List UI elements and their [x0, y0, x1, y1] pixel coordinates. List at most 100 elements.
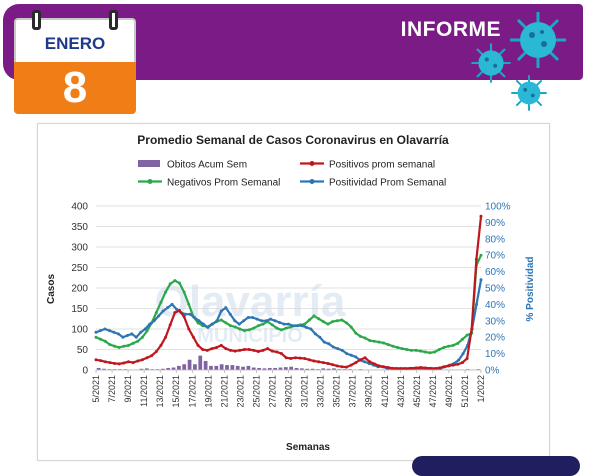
negativos-point: [405, 348, 408, 351]
x-tick-label: 47/2021: [428, 375, 438, 408]
negativos-point: [136, 340, 139, 343]
covid-chart: Olavarría MUNICIPIO Promedio Semanal de …: [38, 124, 549, 460]
positividad-point: [99, 329, 102, 332]
positividad-point: [341, 349, 344, 352]
virus-icon: [470, 42, 512, 84]
positivos-point: [252, 349, 255, 352]
positivos-point: [183, 315, 186, 318]
positivos-point: [122, 362, 125, 365]
x-tick-label: 21/2021: [219, 375, 229, 408]
positividad-point: [144, 328, 147, 331]
negativos-point: [183, 291, 186, 294]
footer-pill: [412, 456, 580, 476]
positividad-point: [157, 314, 160, 317]
positivos-point: [280, 352, 283, 355]
obitos-bar: [230, 365, 234, 370]
negativos-point: [364, 337, 367, 340]
obitos-bar: [193, 364, 197, 370]
positividad-point: [265, 319, 268, 322]
positivos-point: [159, 344, 162, 347]
negativos-point: [322, 320, 325, 323]
negativos-point: [95, 336, 98, 339]
y-tick-label: 200: [71, 284, 88, 295]
positivos-point: [452, 364, 455, 367]
positivos-point: [317, 360, 320, 363]
positividad-point: [238, 323, 241, 326]
positividad-point: [305, 326, 308, 329]
legend-label-positivos: Positivos prom semanal: [329, 160, 435, 171]
positivos-point: [146, 356, 149, 359]
legend-marker-positivos: [310, 161, 315, 166]
negativos-point: [104, 340, 107, 343]
negativos-point: [461, 338, 464, 341]
x-tick-label: 23/2021: [235, 375, 245, 408]
negativos-point: [354, 332, 357, 335]
positivos-point: [164, 336, 167, 339]
negativos-point: [410, 349, 413, 352]
positivos-point: [442, 365, 445, 368]
y-axis-right: 0%10%20%30%40%50%60%70%80%90%100%: [485, 202, 511, 377]
y2-tick-label: 80%: [485, 234, 505, 245]
negativos-point: [122, 345, 125, 348]
negativos-point: [433, 350, 436, 353]
x-tick-label: 9/2021: [123, 375, 133, 403]
positivos-point: [373, 362, 376, 365]
y2-tick-label: 20%: [485, 333, 505, 344]
positivos-point: [424, 366, 427, 369]
positividad-point: [215, 319, 218, 322]
legend-marker-negativos: [148, 179, 153, 184]
negativos-point: [401, 347, 404, 350]
x-tick-label: 15/2021: [171, 375, 181, 408]
y2-tick-label: 90%: [485, 218, 505, 229]
positividad-point: [171, 303, 174, 306]
positividad-point: [475, 303, 478, 306]
positividad-point: [274, 319, 277, 322]
legend-label-obitos: Obitos Acum Sem: [167, 160, 247, 171]
positividad-point: [354, 355, 357, 358]
positividad-point: [318, 336, 321, 339]
positivos-point: [359, 358, 362, 361]
y2-tick-label: 30%: [485, 316, 505, 327]
obitos-bar: [188, 360, 192, 370]
negativos-point: [373, 340, 376, 343]
negativos-point: [238, 328, 241, 331]
positivos-point: [261, 349, 264, 352]
positividad-point: [287, 323, 290, 326]
x-tick-label: 41/2021: [380, 375, 390, 408]
calendar-day-panel: 8: [14, 62, 136, 114]
negativos-point: [159, 301, 162, 304]
obitos-bar: [182, 364, 186, 370]
positivos-point: [192, 336, 195, 339]
positivos-point: [382, 365, 385, 368]
positividad-point: [233, 319, 236, 322]
negativos-point: [368, 339, 371, 342]
positivos-point: [391, 367, 394, 370]
positividad-point: [153, 319, 156, 322]
negativos-point: [466, 334, 469, 337]
obitos-bar: [220, 364, 224, 370]
x-tick-label: 7/2021: [107, 375, 117, 403]
x-tick-label: 37/2021: [348, 375, 358, 408]
negativos-point: [271, 323, 274, 326]
y2-tick-label: 40%: [485, 300, 505, 311]
legend-swatch-obitos: [138, 160, 160, 167]
positivos-point: [108, 361, 111, 364]
positivos-point: [197, 344, 200, 347]
negativos-point: [303, 323, 306, 326]
positivos-point: [480, 215, 483, 218]
positividad-point: [251, 316, 254, 319]
x-tick-label: 31/2021: [300, 375, 310, 408]
negativos-point: [252, 327, 255, 330]
y-tick-label: 0: [82, 366, 88, 377]
negativos-point: [229, 324, 232, 327]
x-tick-label: 11/2021: [139, 375, 149, 407]
negativos-point: [382, 341, 385, 344]
negativos-point: [359, 335, 362, 338]
obitos-bar: [247, 366, 251, 370]
x-tick-label: 51/2021: [460, 375, 470, 408]
positivos-point: [456, 363, 459, 366]
negativos-point: [331, 320, 334, 323]
x-tick-label: 27/2021: [267, 375, 277, 408]
positivos-point: [224, 347, 227, 350]
